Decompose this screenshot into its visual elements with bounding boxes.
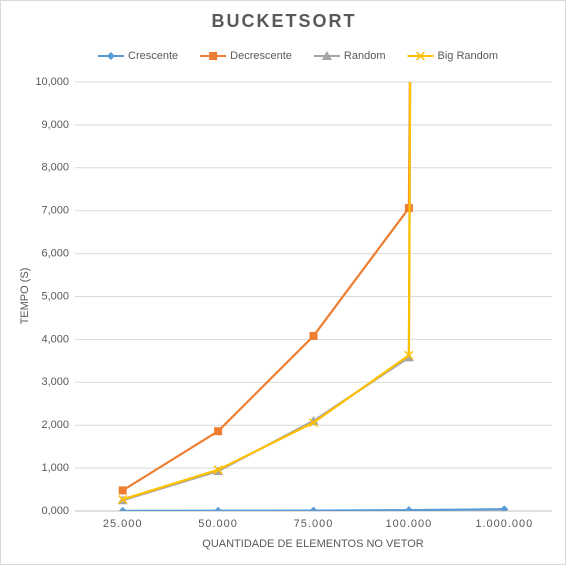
marker	[309, 331, 318, 340]
y-tick-label: 8,000	[41, 162, 69, 174]
marker	[308, 418, 319, 428]
marker	[214, 506, 223, 511]
x-tick-label: 100.000	[386, 518, 433, 530]
y-tick-label: 1,000	[41, 462, 69, 474]
legend-label: Crescente	[128, 50, 178, 62]
marker	[209, 52, 218, 60]
y-tick-label: 4,000	[41, 333, 69, 345]
y-tick-label: 6,000	[41, 248, 69, 260]
y-tick-label: 2,000	[41, 419, 69, 431]
marker	[404, 350, 414, 360]
y-tick-label: 7,000	[41, 205, 69, 217]
x-tick-label: 1.000.000	[475, 518, 533, 530]
marker	[213, 465, 223, 475]
marker	[214, 427, 223, 436]
x-tick-label: 50.000	[198, 518, 238, 530]
marker	[118, 494, 128, 504]
legend-label: Random	[344, 50, 386, 62]
legend: Crescente Decrescente Random Big Random	[98, 50, 498, 62]
plot-area	[117, 82, 509, 511]
marker	[500, 505, 509, 511]
x-tick-label: 25.000	[103, 518, 143, 530]
y-tick-label: 9,000	[41, 119, 69, 131]
legend-label: Big Random	[437, 50, 498, 62]
chart-title: BUCKETSORT	[212, 11, 357, 31]
marker	[404, 506, 413, 511]
marker	[107, 52, 115, 60]
legend-label: Decrescente	[230, 50, 292, 62]
marker	[118, 486, 127, 495]
y-tick-label: 5,000	[41, 290, 69, 302]
marker	[309, 506, 318, 511]
marker	[415, 51, 426, 61]
marker	[403, 352, 414, 362]
y-tick-label: 3,000	[41, 376, 69, 388]
x-axis-label: QUANTIDADE DE ELEMENTOS NO VETOR	[202, 538, 424, 550]
x-tick-label: 75.000	[294, 518, 334, 530]
y-axis-label: TEMPO (S)	[19, 268, 31, 325]
marker	[321, 51, 332, 60]
y-tick-label: 0,000	[41, 505, 69, 517]
y-tick-label: 10,000	[35, 76, 69, 88]
marker	[118, 506, 127, 511]
